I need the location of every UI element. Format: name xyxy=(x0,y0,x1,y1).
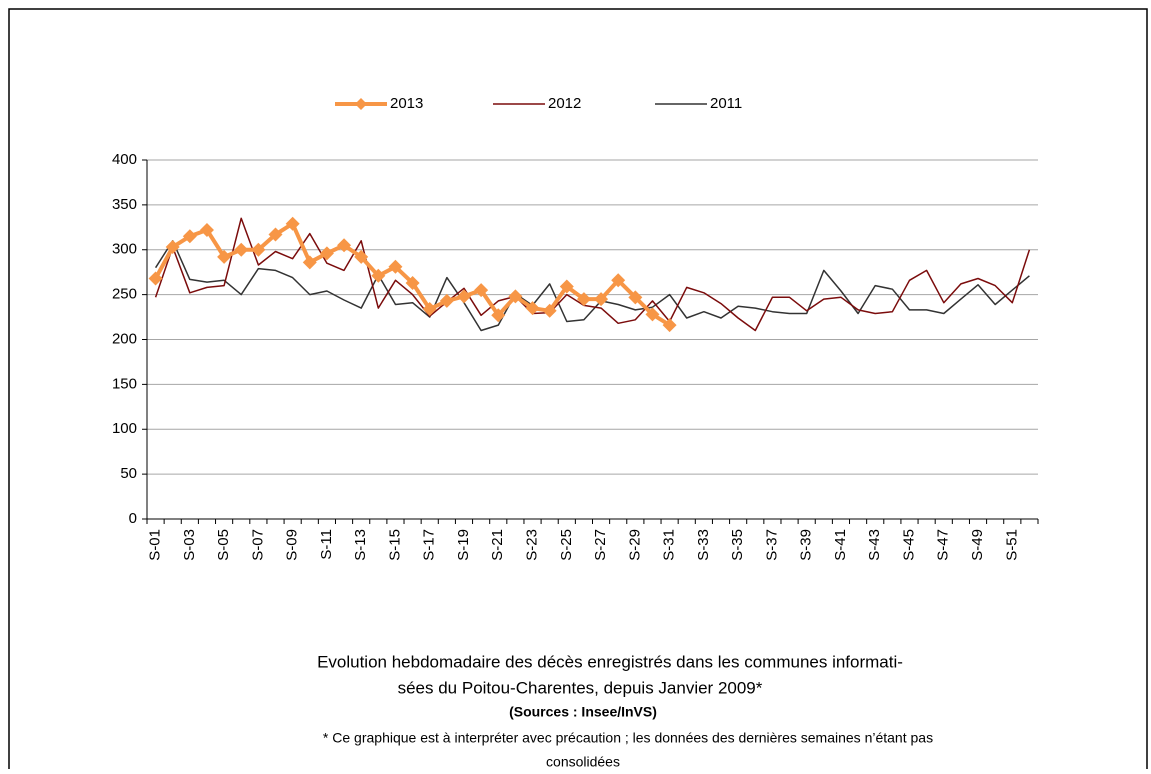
x-tick-label: S-33 xyxy=(695,529,712,561)
x-tick-label: S-05 xyxy=(215,529,232,561)
marker xyxy=(337,238,352,253)
x-tick-label: S-31 xyxy=(661,529,678,561)
y-tick-label: 250 xyxy=(112,286,137,303)
marker xyxy=(628,290,643,305)
marker xyxy=(491,308,506,323)
marker xyxy=(542,303,557,318)
marker xyxy=(645,307,660,322)
marker xyxy=(268,227,283,242)
x-tick-label: S-47 xyxy=(935,529,952,561)
marker xyxy=(165,240,180,255)
note-line: * Ce graphique est à interpréter avec pr… xyxy=(323,730,933,746)
x-tick-label: S-49 xyxy=(969,529,986,561)
x-tick-label: S-41 xyxy=(832,529,849,561)
x-tick-label: S-39 xyxy=(798,529,815,561)
y-tick-label: 150 xyxy=(112,375,137,392)
marker xyxy=(439,293,454,308)
marker xyxy=(199,223,214,238)
marker xyxy=(474,283,489,298)
frame xyxy=(8,8,1148,769)
marker xyxy=(251,242,266,257)
marker xyxy=(611,273,626,288)
legend-label: 2012 xyxy=(548,95,581,112)
x-tick-label: S-19 xyxy=(455,529,472,561)
x-tick-label: S-01 xyxy=(147,529,164,561)
marker xyxy=(148,271,163,286)
x-tick-label: S-25 xyxy=(558,529,575,561)
marker xyxy=(422,301,437,316)
marker xyxy=(302,255,317,270)
x-tick-label: S-43 xyxy=(866,529,883,561)
marker xyxy=(662,318,677,333)
x-tick-label: S-09 xyxy=(284,529,301,561)
series-line xyxy=(154,240,1030,332)
x-tick-label: S-27 xyxy=(592,529,609,561)
x-tick-label: S-35 xyxy=(729,529,746,561)
y-tick-label: 100 xyxy=(112,420,137,437)
marker xyxy=(371,268,386,283)
y-tick-label: 0 xyxy=(129,510,137,527)
x-tick-label: S-15 xyxy=(386,529,403,561)
marker xyxy=(405,275,420,290)
y-tick-label: 200 xyxy=(112,330,137,347)
x-tick-label: S-45 xyxy=(900,529,917,561)
caption-line: sées du Poitou-Charentes, depuis Janvier… xyxy=(398,678,763,697)
marker xyxy=(508,289,523,304)
x-tick-label: S-51 xyxy=(1003,529,1020,561)
x-tick-label: S-29 xyxy=(626,529,643,561)
x-tick-label: S-11 xyxy=(318,529,335,560)
caption-line: Evolution hebdomadaire des décès enregis… xyxy=(317,652,903,671)
x-tick-label: S-13 xyxy=(352,529,369,561)
source: (Sources : Insee/InVS) xyxy=(509,704,657,720)
y-tick-label: 300 xyxy=(112,241,137,258)
x-tick-label: S-17 xyxy=(421,529,438,561)
x-tick-label: S-07 xyxy=(249,529,266,561)
marker xyxy=(456,289,471,304)
x-tick-label: S-23 xyxy=(523,529,540,561)
marker xyxy=(319,246,334,261)
marker xyxy=(388,259,403,274)
y-tick-label: 50 xyxy=(120,465,137,482)
marker xyxy=(525,301,540,316)
marker xyxy=(234,242,249,257)
marker xyxy=(354,249,369,264)
x-tick-label: S-21 xyxy=(489,529,506,561)
note-line: consolidées xyxy=(546,754,620,769)
marker xyxy=(576,292,591,307)
x-tick-label: S-37 xyxy=(763,529,780,561)
x-tick-label: S-03 xyxy=(181,529,198,561)
marker xyxy=(217,249,232,264)
y-tick-label: 350 xyxy=(112,196,137,213)
marker xyxy=(182,229,197,244)
legend-label: 2011 xyxy=(710,95,742,112)
legend-label: 2013 xyxy=(390,95,423,112)
legend-marker xyxy=(355,98,367,110)
marker xyxy=(594,292,609,307)
marker xyxy=(285,216,300,231)
marker xyxy=(559,279,574,294)
y-tick-label: 400 xyxy=(112,151,137,168)
